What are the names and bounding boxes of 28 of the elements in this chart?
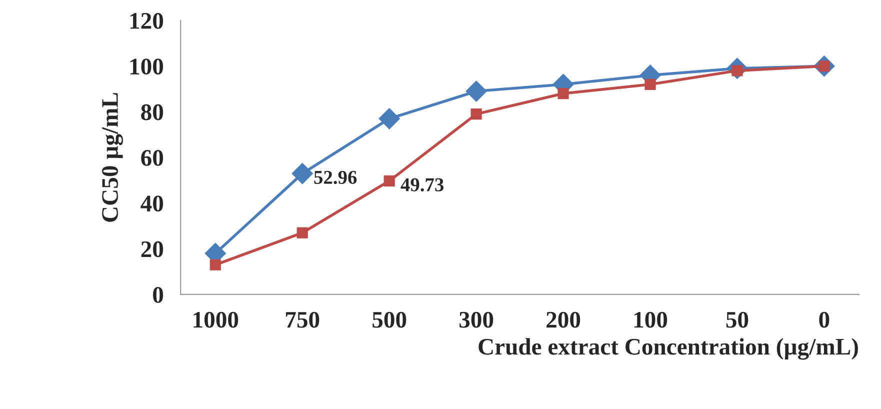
- y-tick-label: 80: [141, 104, 164, 120]
- y-axis-title: CC50 µg/mL: [102, 92, 123, 222]
- x-tick-label: 500: [372, 312, 406, 328]
- data-label: 49.73: [400, 178, 444, 192]
- point: [292, 163, 313, 184]
- point: [470, 108, 482, 120]
- x-tick-label: 750: [286, 312, 320, 328]
- y-tick-label: 0: [153, 286, 164, 303]
- point: [384, 175, 395, 186]
- y-tick-label: 120: [130, 12, 164, 29]
- data-label: 52.96: [314, 170, 357, 184]
- x-tick-label: 1000: [194, 312, 238, 328]
- point: [644, 78, 656, 90]
- y-tick-label: 40: [140, 196, 164, 212]
- point: [378, 108, 400, 130]
- x-tick-label: 200: [546, 312, 580, 328]
- x-tick-label: 300: [459, 312, 494, 328]
- y-tick-label: 100: [130, 58, 164, 75]
- y-tick-label: 20: [141, 241, 164, 258]
- point: [296, 227, 308, 238]
- point: [210, 259, 221, 270]
- x-axis-title: Crude extract Concentration (µg/mL): [478, 338, 858, 360]
- point: [466, 80, 487, 102]
- y-tick-label: 60: [141, 150, 164, 166]
- point: [558, 88, 569, 100]
- x-tick-label: 50: [726, 312, 748, 328]
- x-tick-label: 100: [634, 312, 668, 328]
- x-tick-label: 0: [819, 312, 830, 328]
